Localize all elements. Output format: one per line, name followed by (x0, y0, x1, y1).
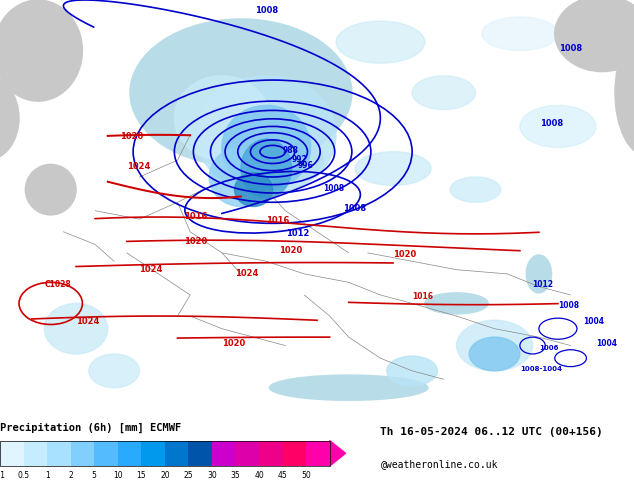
Ellipse shape (25, 164, 76, 215)
Bar (118, 441, 141, 466)
Text: 1024: 1024 (76, 318, 100, 326)
Text: 1008: 1008 (255, 6, 278, 15)
Text: 15: 15 (136, 471, 146, 481)
Text: 1008: 1008 (558, 301, 579, 310)
Text: 0.5: 0.5 (18, 471, 30, 481)
Ellipse shape (615, 29, 634, 156)
Text: Th 16-05-2024 06..12 UTC (00+156): Th 16-05-2024 06..12 UTC (00+156) (380, 427, 603, 437)
Text: C1028: C1028 (44, 280, 71, 289)
Text: 1004: 1004 (583, 318, 604, 326)
Text: 5: 5 (92, 471, 96, 481)
Text: 1016: 1016 (184, 212, 207, 221)
Ellipse shape (425, 293, 488, 314)
Bar (165, 441, 188, 466)
Bar (235, 441, 259, 466)
Ellipse shape (89, 354, 139, 388)
Ellipse shape (456, 320, 533, 371)
Text: 1024: 1024 (127, 162, 150, 171)
Ellipse shape (209, 147, 273, 206)
Text: 992: 992 (292, 155, 307, 164)
Bar (94, 441, 118, 466)
Ellipse shape (197, 76, 336, 194)
Ellipse shape (469, 337, 520, 371)
Text: 30: 30 (207, 471, 217, 481)
Bar (306, 441, 330, 466)
Text: 50: 50 (301, 471, 311, 481)
Text: 1020: 1020 (184, 238, 207, 246)
Bar (23, 441, 47, 466)
Text: 1020: 1020 (222, 339, 245, 347)
Ellipse shape (482, 17, 558, 50)
Text: 1020: 1020 (393, 250, 417, 259)
Text: 35: 35 (231, 471, 240, 481)
Bar (47, 441, 70, 466)
Ellipse shape (222, 105, 311, 190)
Text: 1012: 1012 (287, 229, 309, 238)
Text: 1008: 1008 (344, 204, 366, 213)
Text: 1006: 1006 (539, 345, 559, 351)
Text: 988: 988 (282, 147, 298, 155)
Bar (212, 441, 235, 466)
Bar (188, 441, 212, 466)
Ellipse shape (130, 19, 352, 167)
Ellipse shape (0, 76, 19, 160)
Ellipse shape (44, 303, 108, 354)
Text: @weatheronline.co.uk: @weatheronline.co.uk (380, 459, 498, 469)
Text: 1016: 1016 (412, 292, 433, 301)
Text: 1004: 1004 (596, 339, 617, 347)
Bar (141, 441, 165, 466)
Text: 1020: 1020 (279, 246, 302, 255)
Ellipse shape (387, 356, 437, 386)
Ellipse shape (0, 0, 82, 101)
Text: 1012: 1012 (533, 280, 553, 289)
Text: 1008: 1008 (540, 120, 563, 128)
Ellipse shape (241, 139, 292, 198)
Bar (70, 441, 94, 466)
Text: 40: 40 (254, 471, 264, 481)
Text: 20: 20 (160, 471, 170, 481)
Text: 996: 996 (298, 161, 314, 170)
Text: 1020: 1020 (120, 132, 144, 141)
Ellipse shape (174, 76, 269, 160)
Text: 1: 1 (45, 471, 49, 481)
Text: 25: 25 (184, 471, 193, 481)
Text: 1008-1004: 1008-1004 (520, 366, 562, 372)
Text: 1008: 1008 (559, 44, 582, 52)
Text: 1008: 1008 (323, 184, 344, 193)
Ellipse shape (209, 135, 323, 185)
Ellipse shape (336, 21, 425, 63)
Bar (283, 441, 306, 466)
Bar (0, 441, 330, 466)
Bar (259, 441, 283, 466)
Ellipse shape (412, 76, 476, 110)
Text: 0.1: 0.1 (0, 471, 6, 481)
Text: 1024: 1024 (139, 265, 163, 274)
Ellipse shape (526, 255, 552, 293)
Ellipse shape (555, 0, 634, 72)
Ellipse shape (520, 105, 596, 147)
Text: 45: 45 (278, 471, 287, 481)
Text: 10: 10 (113, 471, 122, 481)
Ellipse shape (355, 152, 431, 185)
Polygon shape (330, 441, 346, 466)
Ellipse shape (269, 375, 428, 400)
Text: 2: 2 (68, 471, 73, 481)
Text: 1024: 1024 (235, 269, 258, 278)
Ellipse shape (450, 177, 501, 202)
Bar (0, 441, 23, 466)
Text: Precipitation (6h) [mm] ECMWF: Precipitation (6h) [mm] ECMWF (0, 423, 181, 433)
Ellipse shape (235, 173, 273, 206)
Text: 1016: 1016 (266, 217, 290, 225)
